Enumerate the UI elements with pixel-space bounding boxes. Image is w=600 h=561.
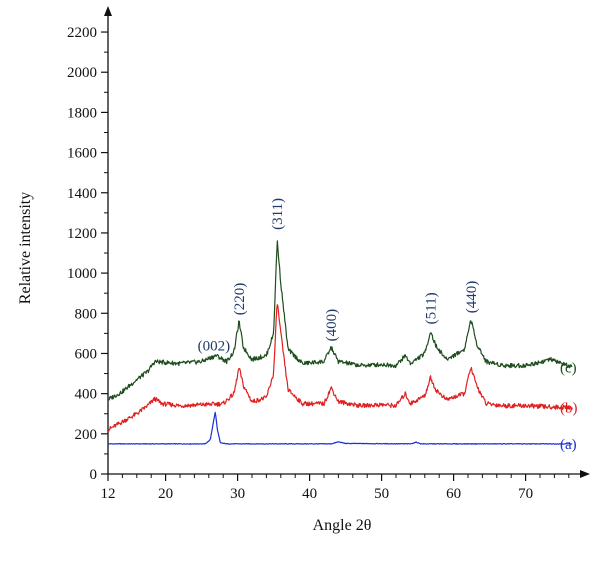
y-tick-label: 2200 — [67, 25, 97, 41]
y-tick-label: 400 — [75, 387, 98, 403]
peak-label: (511) — [424, 292, 440, 324]
y-ticks: 0 200 400 600 800 1000 1200 1400 1600 1800 2000 220… — [67, 25, 108, 483]
y-tick-label: 1600 — [67, 146, 97, 162]
series-line — [107, 411, 573, 445]
plot-area: 0 200 400 600 800 1000 1200 1400 1600 1800 2000 220… — [67, 6, 590, 502]
x-tick-label: 60 — [446, 486, 461, 502]
y-tick-label: 600 — [75, 346, 98, 362]
y-tick-label: 200 — [75, 427, 98, 443]
y-tick-label: 0 — [90, 467, 98, 483]
x-axis-title: Angle 2θ — [313, 517, 372, 534]
peak-label: (311) — [270, 198, 286, 230]
y-tick-label: 1200 — [67, 226, 97, 242]
series-group: (a) (b) (c) — [107, 240, 578, 453]
x-tick-label: 30 — [230, 486, 245, 502]
x-ticks: 12 20 30 40 50 60 70 — [101, 474, 570, 502]
y-tick-label: 1400 — [67, 186, 97, 202]
x-tick-label: 40 — [302, 486, 317, 502]
x-tick-label: 12 — [101, 486, 116, 502]
annotation-group: (002) (220) (311) (400) (511) (440) — [198, 198, 480, 354]
peak-label: (400) — [324, 309, 340, 342]
series-line — [107, 304, 573, 433]
peak-label: (440) — [464, 281, 480, 314]
y-tick-label: 2000 — [67, 65, 97, 81]
x-tick-label: 50 — [374, 486, 389, 502]
peak-label: (002) — [198, 338, 231, 354]
series-label: (a) — [560, 437, 577, 453]
y-axis-title: Relative intensity — [17, 192, 34, 304]
x-axis-arrow — [580, 470, 590, 478]
series-label: (b) — [560, 401, 578, 417]
series-line — [107, 240, 573, 401]
x-tick-label: 70 — [518, 486, 533, 502]
series-label: (c) — [560, 361, 577, 377]
peak-label: (220) — [232, 283, 248, 316]
y-tick-label: 1000 — [67, 266, 97, 282]
y-tick-label: 1800 — [67, 105, 97, 121]
y-axis-arrow — [104, 6, 112, 16]
x-tick-label: 20 — [158, 486, 173, 502]
y-tick-label: 800 — [75, 306, 98, 322]
